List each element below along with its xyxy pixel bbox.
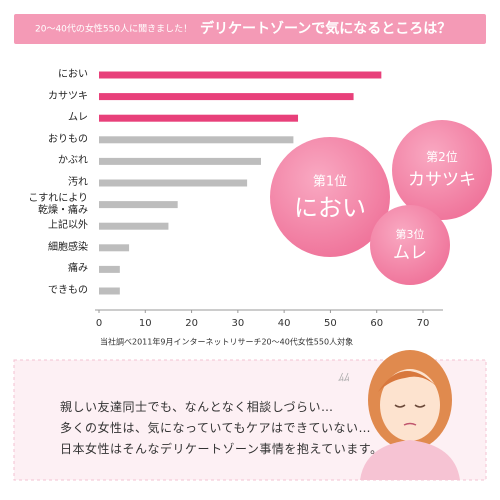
chart-note: 当社調べ2011年9月インターネットリサーチ20〜40代女性550人対象 <box>100 337 353 347</box>
header-subtitle: 20〜40代の女性550人に聞きました！ <box>35 23 192 35</box>
y-tick-label: におい <box>58 69 88 80</box>
message-line: 親しい友達同士でも、なんとなく相談しづらい… <box>60 400 334 414</box>
x-tick-label: 30 <box>231 318 244 329</box>
y-tick-label: 痛み <box>68 263 88 275</box>
svg-text:ﾑﾑ: ﾑﾑ <box>338 371 349 384</box>
x-tick-label: 10 <box>139 318 152 329</box>
bar <box>99 114 299 122</box>
bar <box>99 157 261 165</box>
bar <box>99 179 248 187</box>
bar <box>99 136 294 144</box>
x-tick-label: 50 <box>324 318 337 329</box>
x-tick-label: 60 <box>370 318 383 329</box>
rank-number: 第3位 <box>396 227 425 241</box>
rank-circle <box>392 120 492 220</box>
y-tick-label: おりもの <box>48 133 88 145</box>
y-tick-label: 上記以外 <box>48 220 88 232</box>
bar <box>99 265 120 273</box>
rank-number: 第1位 <box>313 175 347 190</box>
y-tick-label: かぶれ <box>58 155 88 167</box>
y-tick-label: 汚れ <box>68 177 88 188</box>
header-banner <box>14 14 486 44</box>
woman-illustration: ﾑﾑ <box>338 350 460 480</box>
header-title: デリケートゾーンで気になるところは？ <box>200 20 451 37</box>
rank-number: 第2位 <box>426 149 458 164</box>
y-tick-label: できもの <box>48 285 88 296</box>
rank-label: ムレ <box>393 243 427 263</box>
message-line: 多くの女性は、気になっていてもケアはできていない… <box>60 421 371 435</box>
bar <box>99 71 382 79</box>
rank-label: カサツキ <box>408 170 476 190</box>
bar <box>99 287 120 295</box>
message-line: 日本女性はそんなデリケートゾーン事情を抱えています。 <box>60 442 383 456</box>
x-tick-label: 40 <box>278 318 291 329</box>
y-tick-label: 細胞感染 <box>48 241 88 253</box>
x-tick-label: 0 <box>96 318 102 329</box>
x-tick-label: 20 <box>185 318 198 329</box>
bar <box>99 222 169 230</box>
y-tick-label: カサツキ <box>48 90 88 102</box>
bar <box>99 201 178 209</box>
rank-circle <box>270 137 390 257</box>
rank-circle <box>370 205 450 285</box>
rank-label: におい <box>294 194 366 222</box>
bar <box>99 244 130 252</box>
bar <box>99 93 354 101</box>
x-tick-label: 70 <box>417 318 430 329</box>
y-tick-label: こすれにより 乾燥・痛み <box>28 192 88 216</box>
y-tick-label: ムレ <box>68 112 88 124</box>
